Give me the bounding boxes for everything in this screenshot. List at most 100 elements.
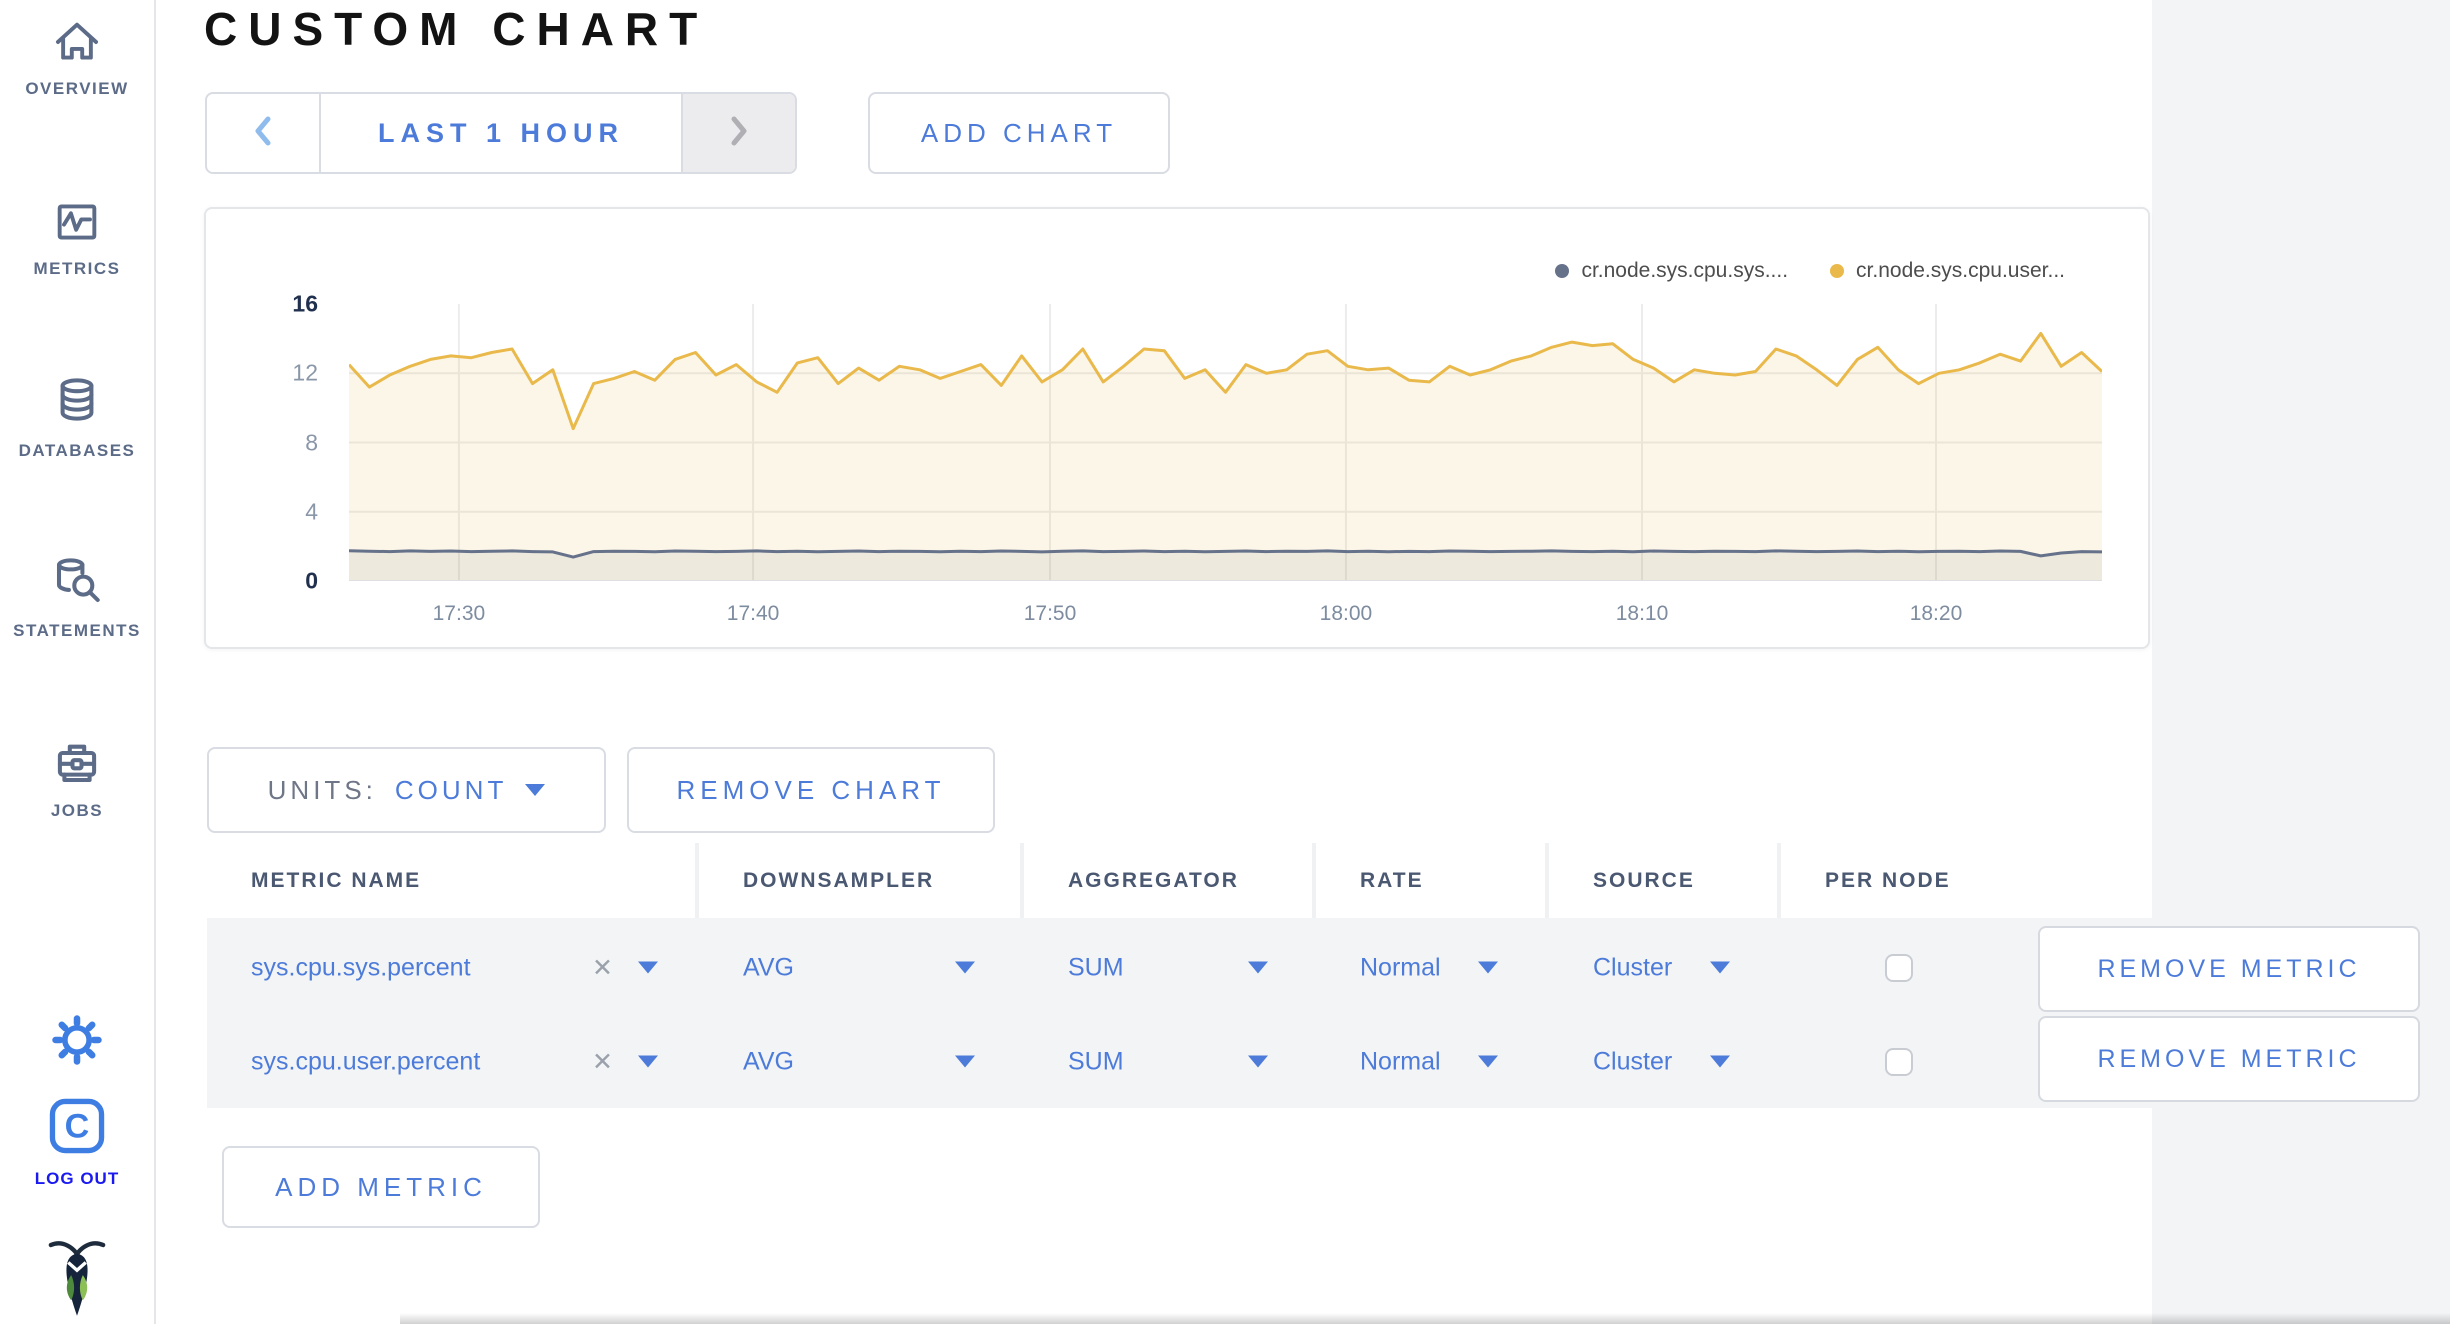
- cockroach-c-logo-icon: C: [45, 1098, 109, 1162]
- logout-button[interactable]: C LOG OUT: [0, 1094, 154, 1189]
- chevron-down-icon[interactable]: [955, 1054, 975, 1072]
- sidebar-item-overview[interactable]: OVERVIEW: [0, 16, 154, 99]
- legend-item[interactable]: cr.node.sys.cpu.sys....: [1555, 259, 1788, 283]
- cockroach-bug-logo: [0, 1236, 154, 1323]
- units-value: COUNT: [394, 774, 508, 805]
- y-axis-tick-label: 8: [305, 429, 318, 455]
- scroll-shadow: [400, 1313, 2450, 1324]
- downsampler-dropdown[interactable]: AVG: [743, 953, 794, 982]
- x-axis-tick-label: 18:00: [1319, 602, 1373, 625]
- downsampler-dropdown[interactable]: AVG: [743, 1047, 794, 1076]
- sidebar: OVERVIEW METRICS DATABASES: [0, 0, 156, 1324]
- time-range-next-button[interactable]: [683, 94, 795, 172]
- column-divider: [695, 843, 699, 918]
- chevron-down-icon[interactable]: [1248, 1054, 1268, 1072]
- chart-card: cr.node.sys.cpu.sys.... cr.node.sys.cpu.…: [204, 207, 2150, 649]
- column-header-metric-name: METRIC NAME: [207, 843, 695, 918]
- page-right-gutter: [2152, 0, 2450, 1324]
- column-header-aggregator: AGGREGATOR: [1024, 843, 1312, 918]
- y-axis-tick-label: 0: [305, 567, 318, 594]
- column-header-per-node: PER NODE: [1781, 843, 2017, 918]
- svg-text:C: C: [65, 1108, 90, 1146]
- units-label: UNITS:: [267, 774, 377, 805]
- chevron-down-icon[interactable]: [638, 960, 658, 978]
- y-axis-tick-label: 16: [292, 290, 318, 317]
- column-divider: [1312, 843, 1316, 918]
- chevron-right-icon: [728, 114, 750, 153]
- chevron-down-icon[interactable]: [955, 960, 975, 978]
- database-icon: [50, 378, 104, 434]
- time-range-selector: LAST 1 HOUR: [205, 92, 797, 174]
- legend-label: cr.node.sys.cpu.user...: [1856, 259, 2065, 282]
- chart-legend: cr.node.sys.cpu.sys.... cr.node.sys.cpu.…: [1555, 259, 2065, 283]
- column-header-downsampler: DOWNSAMPLER: [699, 843, 1020, 918]
- chevron-down-icon[interactable]: [1710, 1054, 1730, 1072]
- column-divider: [1545, 843, 1549, 918]
- cockroach-bug-icon: [46, 1241, 108, 1322]
- table-row: sys.cpu.user.percent ✕ AVG SUM Normal Cl…: [0, 1015, 2450, 1109]
- x-axis-tick-label: 17:40: [726, 602, 780, 625]
- sidebar-item-label: STATEMENTS: [13, 621, 141, 640]
- clear-metric-icon[interactable]: ✕: [592, 954, 613, 982]
- sidebar-item-label: OVERVIEW: [25, 79, 129, 98]
- sidebar-item-label: DATABASES: [18, 441, 136, 460]
- units-dropdown[interactable]: UNITS: COUNT: [207, 747, 606, 833]
- legend-item[interactable]: cr.node.sys.cpu.user...: [1830, 259, 2065, 283]
- x-axis-tick-label: 17:30: [432, 602, 486, 625]
- column-header-rate: RATE: [1316, 843, 1545, 918]
- chevron-down-icon[interactable]: [1478, 960, 1498, 978]
- chevron-down-icon[interactable]: [638, 1054, 658, 1072]
- table-row: sys.cpu.sys.percent ✕ AVG SUM Normal Clu…: [0, 921, 2450, 1015]
- remove-metric-button[interactable]: REMOVE METRIC: [2038, 1016, 2420, 1102]
- clear-metric-icon[interactable]: ✕: [592, 1048, 613, 1076]
- time-range-prev-button[interactable]: [207, 94, 319, 172]
- chevron-left-icon: [252, 114, 274, 153]
- page-title: CUSTOM CHART: [204, 3, 709, 55]
- legend-dot-icon: [1555, 264, 1570, 278]
- column-divider: [1777, 843, 1781, 918]
- sidebar-item-metrics[interactable]: METRICS: [0, 196, 154, 279]
- x-axis-tick-label: 18:20: [1909, 602, 1963, 625]
- source-dropdown[interactable]: Cluster: [1593, 953, 1673, 982]
- aggregator-dropdown[interactable]: SUM: [1068, 1047, 1124, 1076]
- per-node-checkbox[interactable]: [1885, 1048, 1913, 1076]
- time-range-dropdown[interactable]: LAST 1 HOUR: [319, 94, 683, 172]
- statements-icon: [50, 558, 104, 614]
- sidebar-item-databases[interactable]: DATABASES: [0, 374, 154, 461]
- sidebar-item-jobs[interactable]: JOBS: [0, 734, 154, 821]
- chevron-down-icon[interactable]: [1248, 960, 1268, 978]
- remove-chart-button[interactable]: REMOVE CHART: [627, 747, 995, 833]
- per-node-checkbox[interactable]: [1885, 954, 1913, 982]
- sidebar-item-label: METRICS: [33, 259, 121, 278]
- logout-label: LOG OUT: [34, 1169, 120, 1188]
- metric-name-dropdown[interactable]: sys.cpu.sys.percent: [251, 953, 471, 982]
- briefcase-icon: [50, 744, 104, 794]
- rate-dropdown[interactable]: Normal: [1360, 953, 1441, 982]
- home-icon: [50, 22, 104, 72]
- metric-name-dropdown[interactable]: sys.cpu.user.percent: [251, 1047, 481, 1076]
- legend-dot-icon: [1830, 264, 1845, 278]
- column-header-source: SOURCE: [1549, 843, 1777, 918]
- column-divider: [1020, 843, 1024, 918]
- add-metric-button[interactable]: ADD METRIC: [222, 1146, 540, 1228]
- aggregator-dropdown[interactable]: SUM: [1068, 953, 1124, 982]
- chevron-down-icon: [525, 784, 546, 796]
- time-series-chart[interactable]: [349, 304, 2102, 581]
- sidebar-item-statements[interactable]: STATEMENTS: [0, 554, 154, 641]
- settings-button[interactable]: [0, 1012, 154, 1073]
- chevron-down-icon[interactable]: [1478, 1054, 1498, 1072]
- rate-dropdown[interactable]: Normal: [1360, 1047, 1441, 1076]
- remove-metric-button[interactable]: REMOVE METRIC: [2038, 926, 2420, 1012]
- x-axis-tick-label: 17:50: [1023, 602, 1077, 625]
- gear-icon: [49, 1015, 105, 1072]
- y-axis-tick-label: 4: [305, 498, 318, 525]
- x-axis-tick-label: 18:10: [1615, 602, 1669, 625]
- add-chart-button[interactable]: ADD CHART: [868, 92, 1170, 174]
- y-axis-tick-label: 12: [292, 359, 318, 386]
- legend-label: cr.node.sys.cpu.sys....: [1581, 259, 1789, 282]
- metrics-icon: [50, 204, 104, 252]
- source-dropdown[interactable]: Cluster: [1593, 1047, 1673, 1076]
- sidebar-item-label: JOBS: [50, 801, 104, 820]
- chevron-down-icon[interactable]: [1710, 960, 1730, 978]
